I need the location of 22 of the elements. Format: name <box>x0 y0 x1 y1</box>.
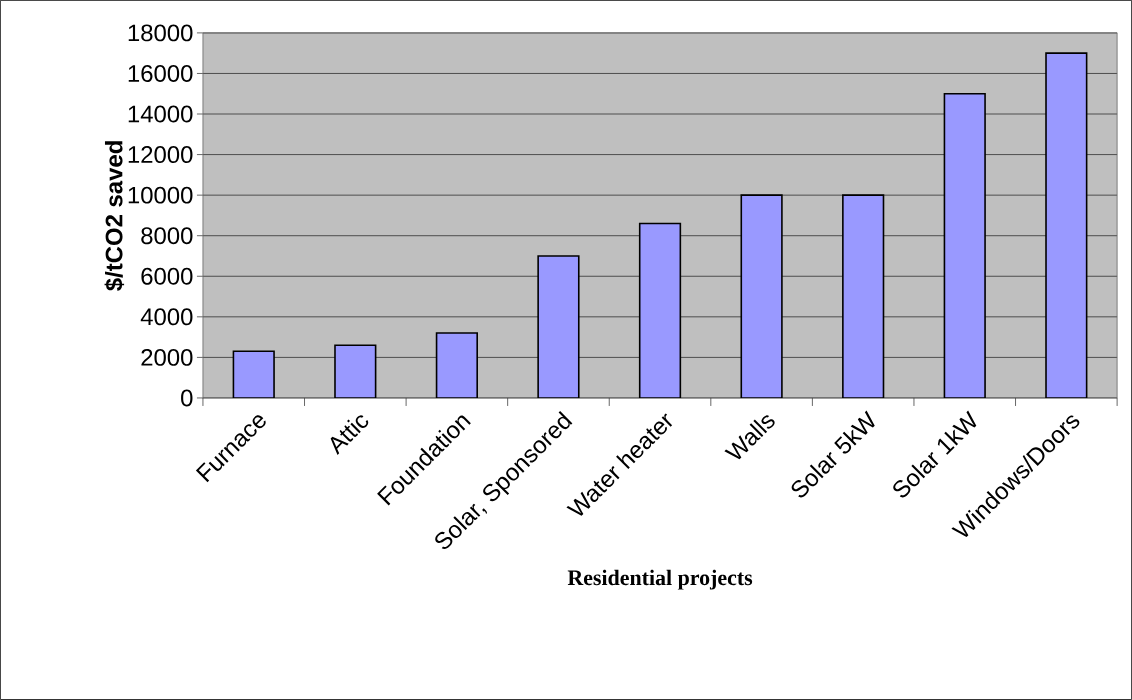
x-axis-title: Residential projects <box>567 569 753 590</box>
y-tick-label: 2000 <box>141 348 193 366</box>
y-tick-label: 12000 <box>128 146 193 164</box>
y-tick-label: 0 <box>181 389 193 407</box>
bar <box>1045 52 1088 398</box>
bar <box>943 92 986 398</box>
y-tick-label: 4000 <box>140 308 193 326</box>
y-axis-title: $/tCO2 saved <box>104 141 125 291</box>
bar <box>638 222 682 398</box>
y-tick-label: 8000 <box>141 227 193 245</box>
bar <box>740 194 783 398</box>
x-tick-label: Attic <box>330 415 369 456</box>
y-tick-label: 18000 <box>128 24 193 42</box>
y-tick-label: 14000 <box>128 105 193 123</box>
y-tick-label: 10000 <box>128 186 193 204</box>
bar <box>842 194 885 398</box>
y-tick-label: 16000 <box>128 65 193 82</box>
bar <box>334 344 377 398</box>
y-tick-label: 6000 <box>141 267 193 285</box>
bar <box>435 332 478 398</box>
bar <box>232 350 275 398</box>
bar <box>537 255 580 398</box>
